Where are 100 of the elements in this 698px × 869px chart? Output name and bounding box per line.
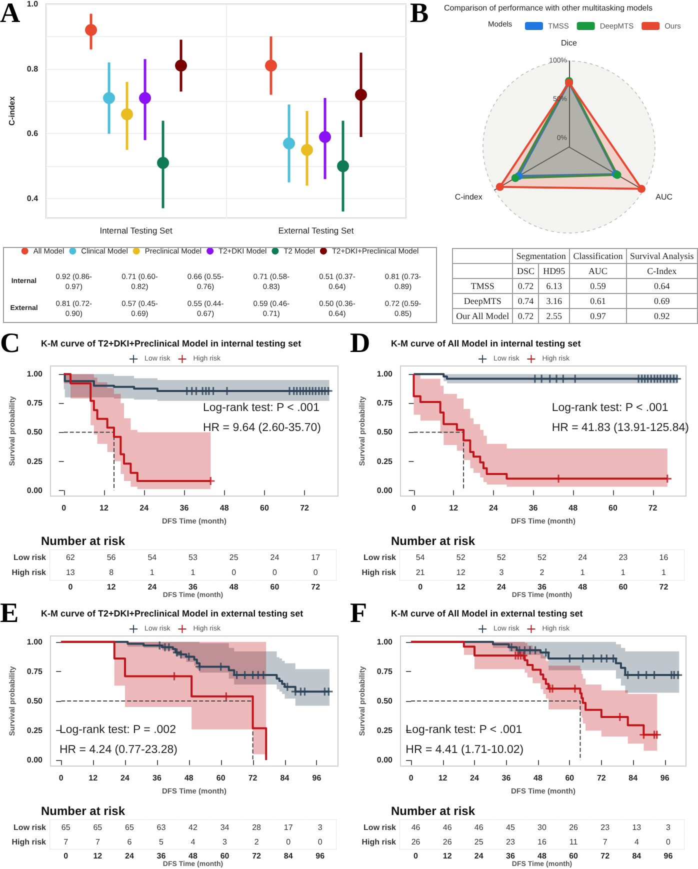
text: D (350, 328, 370, 360)
data-label: 7 (602, 837, 608, 846)
data-label: 7 (95, 837, 100, 846)
data-label: 0 (232, 568, 237, 577)
data-label: 23 (600, 822, 610, 832)
data-label: 1 (620, 568, 626, 577)
data-label: 7 (64, 837, 69, 846)
x-tick-label: 60 (270, 582, 280, 592)
data-label: 26 (411, 837, 421, 846)
data-label: 6 (127, 837, 132, 846)
y-tick-label: 1.00 (26, 370, 44, 379)
data-label: 0.69 (626, 294, 698, 308)
x-tick-label: 48 (538, 852, 547, 860)
x-tick-label: 24 (496, 582, 506, 592)
data-label: 16 (659, 553, 669, 562)
data-label: 17 (311, 553, 321, 562)
category-label: C-Index (626, 264, 698, 278)
y-tick-label: 1.0 (26, 0, 39, 8)
data-label: 30 (538, 822, 547, 832)
chart-title: Comparison of performance with other multitasking models (444, 4, 653, 12)
data-label: 4 (634, 837, 640, 846)
annotation: Log-rank test: P < .001 (552, 402, 668, 414)
y-tick-label: 1.00 (376, 637, 394, 646)
data-label: 2 (254, 837, 260, 846)
data-label: 3 (666, 822, 671, 832)
x-tick-label: 24 (474, 852, 484, 860)
x-tick-label: 24 (488, 504, 498, 513)
x-tick-label: 48 (229, 582, 239, 592)
x-tick-label: 72 (311, 582, 321, 592)
data-label: 65 (124, 822, 134, 832)
x-tick-label: 36 (152, 774, 162, 783)
data-label: 0.61 (570, 294, 626, 308)
data-label: 16 (538, 837, 547, 846)
x-tick-label: 48 (578, 582, 588, 592)
point (283, 682, 292, 691)
data-label: 0.72 (512, 278, 539, 294)
annotation: Log-rank test: P = .002 (60, 724, 176, 736)
data-label: 0.74 (512, 294, 539, 308)
y-tick-label: 0.8 (26, 64, 39, 74)
data-label: 3.16 (538, 294, 570, 308)
chart-title: Number at risk (41, 534, 126, 548)
x-tick-label: 48 (184, 774, 194, 783)
x-tick-label: 84 (632, 852, 642, 860)
x-tick-label: 48 (533, 774, 543, 783)
data-label: 62 (66, 553, 76, 562)
point (508, 643, 516, 652)
x-tick-label: 36 (538, 582, 547, 592)
x-tick-label: 48 (220, 504, 230, 513)
x-tick-label: 72 (600, 852, 610, 860)
x-tick-label: 12 (438, 774, 448, 783)
chart-title: K-M curve of T2+DKI+Preclinical Model in external testing set (41, 608, 304, 618)
x-tick-label: 12 (106, 582, 116, 592)
x-tick-label: 84 (280, 774, 290, 783)
data-label: 46 (474, 822, 484, 832)
text: F (350, 598, 368, 630)
text: A (0, 0, 20, 30)
x-tick-label: 84 (628, 774, 638, 783)
data-label: 13 (66, 568, 76, 577)
y-tick-label: Low risk (364, 822, 397, 832)
chart-title: Number at risk (391, 804, 476, 818)
y-tick-label: 0.50 (376, 696, 394, 706)
data-label: 0.97 (570, 308, 626, 324)
x-tick-label: 0 (412, 504, 417, 513)
data-label: 42 (188, 822, 198, 832)
data-label: 4 (190, 837, 196, 846)
y-tick-label: 1.00 (376, 370, 394, 379)
x-tick-label: 72 (252, 852, 262, 860)
category-label: DSC (512, 264, 539, 278)
y-tick-label: Low risk (14, 553, 47, 562)
data-label: 54 (148, 553, 158, 562)
text: E (0, 598, 19, 630)
x-tick-label: 48 (188, 852, 198, 860)
point (531, 646, 540, 654)
data-label: 52 (456, 553, 466, 562)
data-label: 0 (272, 568, 278, 577)
y-tick-label: 0.25 (26, 456, 44, 466)
x-tick-label: 72 (648, 504, 658, 513)
data-label: 34 (220, 822, 230, 832)
chart-title: K-M curve of All Model in external testing set (391, 608, 583, 618)
spoke-label: C-index (454, 192, 482, 202)
x-tick-label: 12 (93, 852, 103, 860)
y-tick-label: 0.25 (376, 726, 394, 736)
data-label: 23 (506, 837, 516, 846)
x-tick-label: 24 (148, 582, 158, 592)
y-tick-label: 0.00 (26, 486, 44, 495)
data-label: 65 (61, 822, 71, 832)
category-label: HD95 (538, 264, 570, 278)
data-label: 53 (188, 553, 198, 562)
y-tick-label: 0.00 (376, 486, 394, 495)
x-tick-label: 24 (140, 504, 150, 513)
y-tick-label: 0.25 (26, 726, 44, 736)
x-tick-label: 36 (188, 582, 198, 592)
data-label: 1 (150, 568, 155, 577)
data-label: 26 (569, 822, 579, 832)
data-label: 3 (318, 822, 323, 832)
data-label: 25 (474, 837, 484, 846)
y-tick-label: 0.75 (26, 666, 44, 676)
point (300, 688, 309, 696)
data-label: 0.72 (512, 308, 539, 324)
chart-title: Number at risk (41, 804, 126, 818)
